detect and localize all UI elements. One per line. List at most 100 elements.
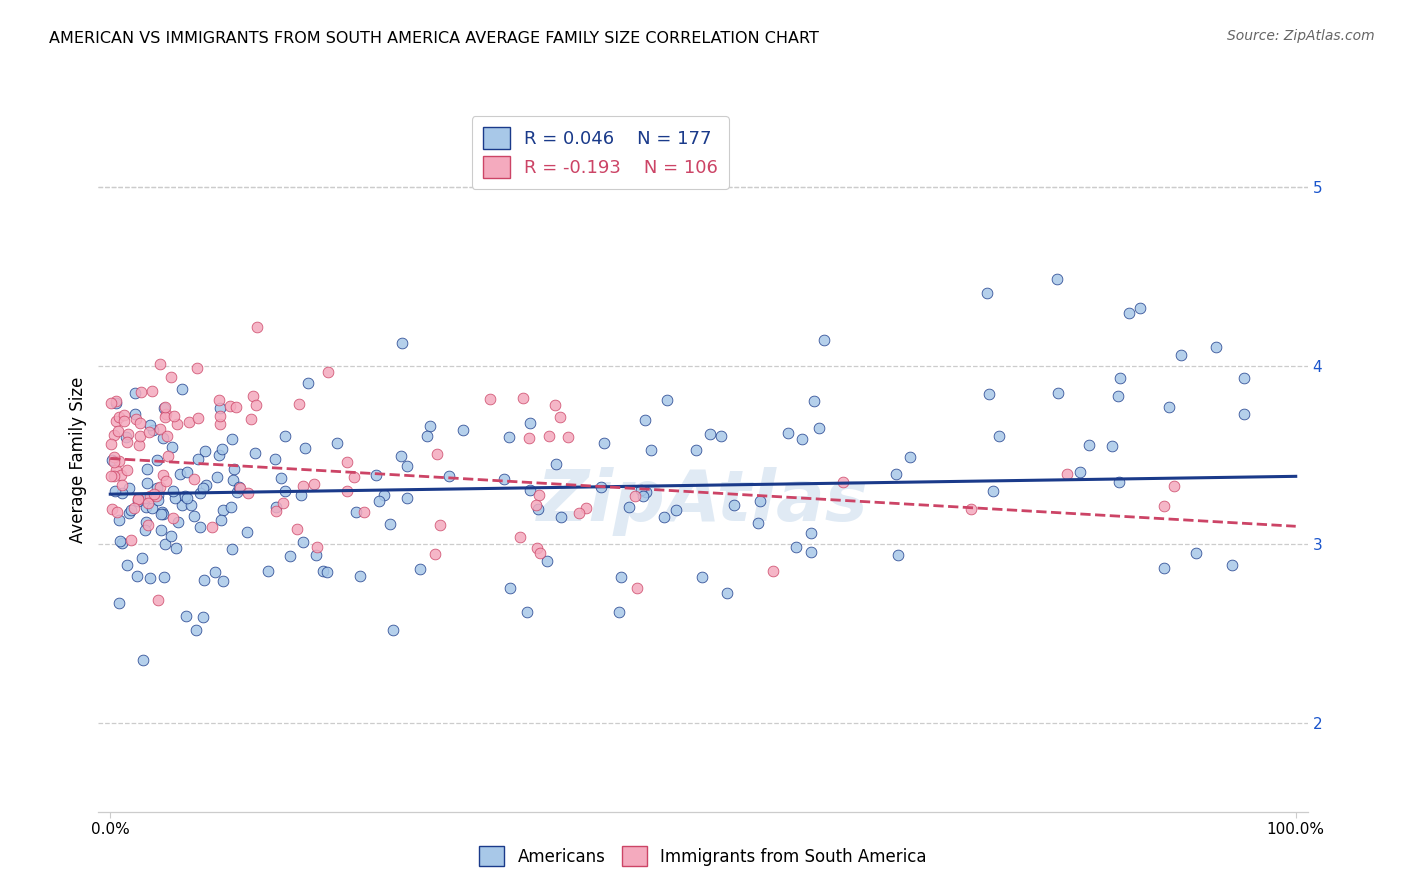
Point — [544, 398, 567, 412]
Point — [221, 473, 243, 487]
Point — [125, 569, 148, 583]
Point — [1153, 500, 1175, 514]
Point — [1118, 305, 1140, 319]
Point — [122, 501, 145, 516]
Point — [193, 481, 215, 495]
Point — [832, 475, 855, 489]
Point — [146, 593, 169, 607]
Point — [107, 596, 129, 610]
Point — [121, 533, 143, 548]
Point — [1170, 348, 1192, 362]
Legend: Americans, Immigrants from South America: Americans, Immigrants from South America — [472, 839, 934, 873]
Point — [105, 505, 128, 519]
Point — [987, 429, 1010, 443]
Point — [142, 487, 165, 501]
Point — [960, 501, 983, 516]
Point — [636, 484, 658, 499]
Point — [134, 491, 156, 506]
Point — [155, 474, 177, 488]
Point — [152, 505, 174, 519]
Point — [228, 481, 250, 495]
Point — [519, 431, 541, 445]
Point — [529, 546, 551, 560]
Point — [886, 548, 908, 562]
Point — [294, 441, 316, 455]
Point — [136, 476, 159, 491]
Point — [162, 440, 184, 454]
Point — [212, 574, 235, 589]
Point — [183, 508, 205, 523]
Point — [129, 416, 152, 430]
Point — [201, 520, 224, 534]
Point — [519, 416, 541, 430]
Point — [194, 478, 217, 492]
Point — [266, 500, 288, 514]
Point — [349, 569, 371, 583]
Point — [221, 432, 243, 446]
Point — [138, 425, 160, 439]
Point — [169, 467, 191, 482]
Point — [1046, 386, 1069, 401]
Point — [204, 566, 226, 580]
Point — [747, 516, 769, 530]
Point — [187, 411, 209, 425]
Point — [110, 468, 132, 483]
Point — [807, 421, 830, 435]
Point — [800, 526, 823, 541]
Point — [336, 454, 359, 468]
Point — [1129, 301, 1152, 316]
Point — [344, 505, 367, 519]
Point — [609, 570, 631, 584]
Point — [803, 393, 825, 408]
Text: Source: ZipAtlas.com: Source: ZipAtlas.com — [1227, 29, 1375, 43]
Point — [898, 450, 921, 464]
Point — [382, 623, 405, 637]
Point — [512, 392, 534, 406]
Point — [160, 370, 183, 384]
Point — [115, 462, 138, 476]
Point — [150, 507, 173, 521]
Point — [785, 540, 807, 554]
Point — [112, 409, 135, 423]
Point — [174, 489, 197, 503]
Point — [373, 488, 395, 502]
Point — [1184, 546, 1206, 560]
Point — [498, 581, 520, 595]
Point — [152, 431, 174, 445]
Point — [111, 477, 134, 491]
Point — [166, 417, 188, 432]
Point — [589, 480, 612, 494]
Point — [180, 498, 202, 512]
Point — [1108, 475, 1130, 489]
Point — [519, 483, 541, 497]
Point — [1220, 558, 1243, 573]
Point — [153, 401, 176, 416]
Point — [136, 496, 159, 510]
Point — [172, 498, 194, 512]
Point — [1046, 272, 1069, 286]
Point — [1153, 561, 1175, 575]
Point — [291, 534, 314, 549]
Point — [108, 513, 131, 527]
Point — [264, 504, 287, 518]
Point — [655, 392, 678, 407]
Point — [557, 430, 579, 444]
Point — [426, 447, 449, 461]
Point — [748, 493, 770, 508]
Point — [292, 479, 315, 493]
Point — [225, 400, 247, 414]
Point — [219, 399, 242, 413]
Point — [236, 524, 259, 539]
Point — [115, 430, 138, 444]
Point — [274, 429, 297, 443]
Point — [242, 389, 264, 403]
Point — [593, 436, 616, 450]
Y-axis label: Average Family Size: Average Family Size — [69, 376, 87, 542]
Point — [186, 361, 208, 376]
Point — [297, 376, 319, 390]
Point — [546, 457, 568, 471]
Point — [191, 610, 214, 624]
Point — [1107, 389, 1129, 403]
Point — [155, 407, 177, 421]
Point — [478, 392, 501, 406]
